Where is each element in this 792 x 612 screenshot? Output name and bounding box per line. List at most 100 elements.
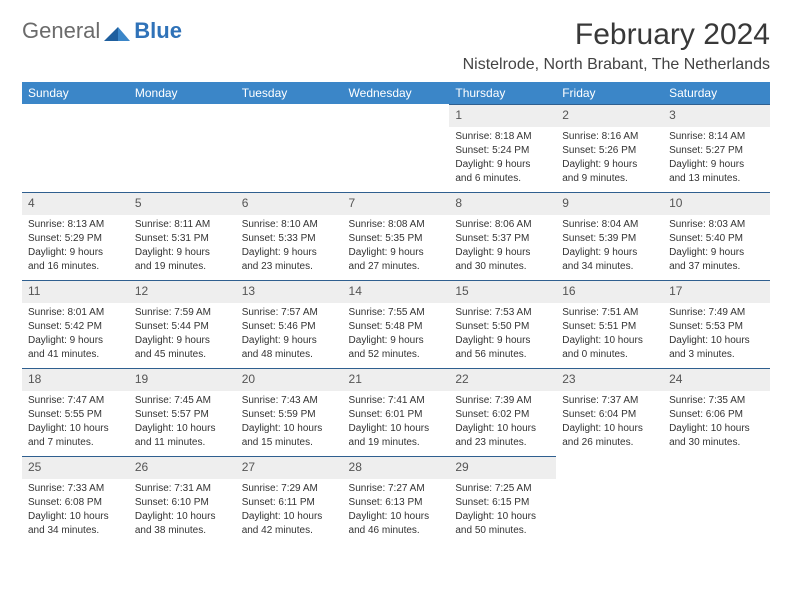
day-line: Sunset: 5:57 PM	[135, 408, 230, 421]
day-cell: 6Sunrise: 8:10 AMSunset: 5:33 PMDaylight…	[236, 192, 343, 280]
day-cell: 14Sunrise: 7:55 AMSunset: 5:48 PMDayligh…	[343, 280, 450, 368]
day-line: Sunrise: 7:57 AM	[242, 306, 337, 319]
day-line: Daylight: 9 hours	[28, 246, 123, 259]
day-number: 16	[556, 280, 663, 303]
day-line: and 34 minutes.	[28, 524, 123, 537]
day-line: Sunset: 5:39 PM	[562, 232, 657, 245]
day-line: Daylight: 10 hours	[135, 422, 230, 435]
day-line: Daylight: 10 hours	[242, 422, 337, 435]
day-line: Sunset: 5:37 PM	[455, 232, 550, 245]
day-number: 15	[449, 280, 556, 303]
day-cell: 8Sunrise: 8:06 AMSunset: 5:37 PMDaylight…	[449, 192, 556, 280]
calendar-table: Sunday Monday Tuesday Wednesday Thursday…	[22, 82, 770, 544]
day-line: Sunrise: 7:49 AM	[669, 306, 764, 319]
day-line: and 30 minutes.	[455, 260, 550, 273]
day-line: Sunset: 5:29 PM	[28, 232, 123, 245]
week-row: 25Sunrise: 7:33 AMSunset: 6:08 PMDayligh…	[22, 456, 770, 544]
day-line: and 11 minutes.	[135, 436, 230, 449]
day-line: Sunset: 5:48 PM	[349, 320, 444, 333]
day-line: Sunrise: 7:43 AM	[242, 394, 337, 407]
day-body: Sunrise: 7:41 AMSunset: 6:01 PMDaylight:…	[343, 391, 450, 454]
day-line: Sunset: 6:10 PM	[135, 496, 230, 509]
day-line: Sunrise: 7:35 AM	[669, 394, 764, 407]
logo-mark-icon	[104, 21, 130, 41]
day-line: Sunset: 5:51 PM	[562, 320, 657, 333]
day-body: Sunrise: 7:55 AMSunset: 5:48 PMDaylight:…	[343, 303, 450, 366]
day-line: Daylight: 9 hours	[455, 158, 550, 171]
day-body: Sunrise: 7:59 AMSunset: 5:44 PMDaylight:…	[129, 303, 236, 366]
day-line: and 30 minutes.	[669, 436, 764, 449]
week-row: 4Sunrise: 8:13 AMSunset: 5:29 PMDaylight…	[22, 192, 770, 280]
header-row: Sunday Monday Tuesday Wednesday Thursday…	[22, 82, 770, 104]
day-body: Sunrise: 7:45 AMSunset: 5:57 PMDaylight:…	[129, 391, 236, 454]
day-line: Daylight: 9 hours	[135, 246, 230, 259]
day-cell: 1Sunrise: 8:18 AMSunset: 5:24 PMDaylight…	[449, 104, 556, 192]
day-line: Sunrise: 8:01 AM	[28, 306, 123, 319]
day-line: and 0 minutes.	[562, 348, 657, 361]
day-cell: 7Sunrise: 8:08 AMSunset: 5:35 PMDaylight…	[343, 192, 450, 280]
day-line: Sunrise: 8:11 AM	[135, 218, 230, 231]
day-number: 29	[449, 456, 556, 479]
day-line: Daylight: 10 hours	[349, 510, 444, 523]
day-cell: 18Sunrise: 7:47 AMSunset: 5:55 PMDayligh…	[22, 368, 129, 456]
day-line: and 19 minutes.	[135, 260, 230, 273]
day-number: 26	[129, 456, 236, 479]
day-body: Sunrise: 8:10 AMSunset: 5:33 PMDaylight:…	[236, 215, 343, 278]
day-line: Sunset: 6:04 PM	[562, 408, 657, 421]
day-line: Daylight: 10 hours	[242, 510, 337, 523]
day-cell: 4Sunrise: 8:13 AMSunset: 5:29 PMDaylight…	[22, 192, 129, 280]
week-row: 18Sunrise: 7:47 AMSunset: 5:55 PMDayligh…	[22, 368, 770, 456]
day-cell: 28Sunrise: 7:27 AMSunset: 6:13 PMDayligh…	[343, 456, 450, 544]
day-line: and 23 minutes.	[242, 260, 337, 273]
day-line: Sunrise: 7:31 AM	[135, 482, 230, 495]
day-line: Daylight: 10 hours	[669, 422, 764, 435]
day-line: Sunrise: 7:25 AM	[455, 482, 550, 495]
month-title: February 2024	[463, 18, 770, 52]
day-body: Sunrise: 7:53 AMSunset: 5:50 PMDaylight:…	[449, 303, 556, 366]
day-line: Daylight: 9 hours	[28, 334, 123, 347]
day-cell: 21Sunrise: 7:41 AMSunset: 6:01 PMDayligh…	[343, 368, 450, 456]
day-line: Sunrise: 7:29 AM	[242, 482, 337, 495]
day-line: Sunrise: 8:08 AM	[349, 218, 444, 231]
day-cell: 27Sunrise: 7:29 AMSunset: 6:11 PMDayligh…	[236, 456, 343, 544]
day-cell: 17Sunrise: 7:49 AMSunset: 5:53 PMDayligh…	[663, 280, 770, 368]
col-saturday: Saturday	[663, 82, 770, 104]
day-cell: 2Sunrise: 8:16 AMSunset: 5:26 PMDaylight…	[556, 104, 663, 192]
day-body: Sunrise: 7:35 AMSunset: 6:06 PMDaylight:…	[663, 391, 770, 454]
day-line: Sunrise: 8:06 AM	[455, 218, 550, 231]
day-number: 20	[236, 368, 343, 391]
day-body: Sunrise: 7:25 AMSunset: 6:15 PMDaylight:…	[449, 479, 556, 542]
day-number: 8	[449, 192, 556, 215]
day-line: and 50 minutes.	[455, 524, 550, 537]
day-line: Daylight: 10 hours	[135, 510, 230, 523]
day-line: Sunrise: 7:47 AM	[28, 394, 123, 407]
day-cell	[22, 104, 129, 192]
day-line: Sunrise: 7:37 AM	[562, 394, 657, 407]
day-line: and 37 minutes.	[669, 260, 764, 273]
day-line: Sunset: 5:24 PM	[455, 144, 550, 157]
day-body: Sunrise: 8:18 AMSunset: 5:24 PMDaylight:…	[449, 127, 556, 190]
week-row: 1Sunrise: 8:18 AMSunset: 5:24 PMDaylight…	[22, 104, 770, 192]
day-number: 7	[343, 192, 450, 215]
day-cell: 12Sunrise: 7:59 AMSunset: 5:44 PMDayligh…	[129, 280, 236, 368]
day-line: Daylight: 9 hours	[562, 246, 657, 259]
day-cell: 20Sunrise: 7:43 AMSunset: 5:59 PMDayligh…	[236, 368, 343, 456]
day-line: Daylight: 9 hours	[562, 158, 657, 171]
location: Nistelrode, North Brabant, The Netherlan…	[463, 56, 770, 74]
day-line: Daylight: 9 hours	[669, 158, 764, 171]
day-body: Sunrise: 8:03 AMSunset: 5:40 PMDaylight:…	[663, 215, 770, 278]
day-line: and 48 minutes.	[242, 348, 337, 361]
day-body: Sunrise: 8:06 AMSunset: 5:37 PMDaylight:…	[449, 215, 556, 278]
day-line: Daylight: 9 hours	[135, 334, 230, 347]
day-number: 1	[449, 104, 556, 127]
day-cell: 22Sunrise: 7:39 AMSunset: 6:02 PMDayligh…	[449, 368, 556, 456]
logo-text-general: General	[22, 18, 100, 44]
day-line: Sunrise: 7:55 AM	[349, 306, 444, 319]
day-line: Sunset: 5:50 PM	[455, 320, 550, 333]
day-body: Sunrise: 8:01 AMSunset: 5:42 PMDaylight:…	[22, 303, 129, 366]
day-cell: 15Sunrise: 7:53 AMSunset: 5:50 PMDayligh…	[449, 280, 556, 368]
day-line: Sunset: 5:44 PM	[135, 320, 230, 333]
day-number: 9	[556, 192, 663, 215]
day-cell: 3Sunrise: 8:14 AMSunset: 5:27 PMDaylight…	[663, 104, 770, 192]
day-line: Daylight: 10 hours	[455, 422, 550, 435]
